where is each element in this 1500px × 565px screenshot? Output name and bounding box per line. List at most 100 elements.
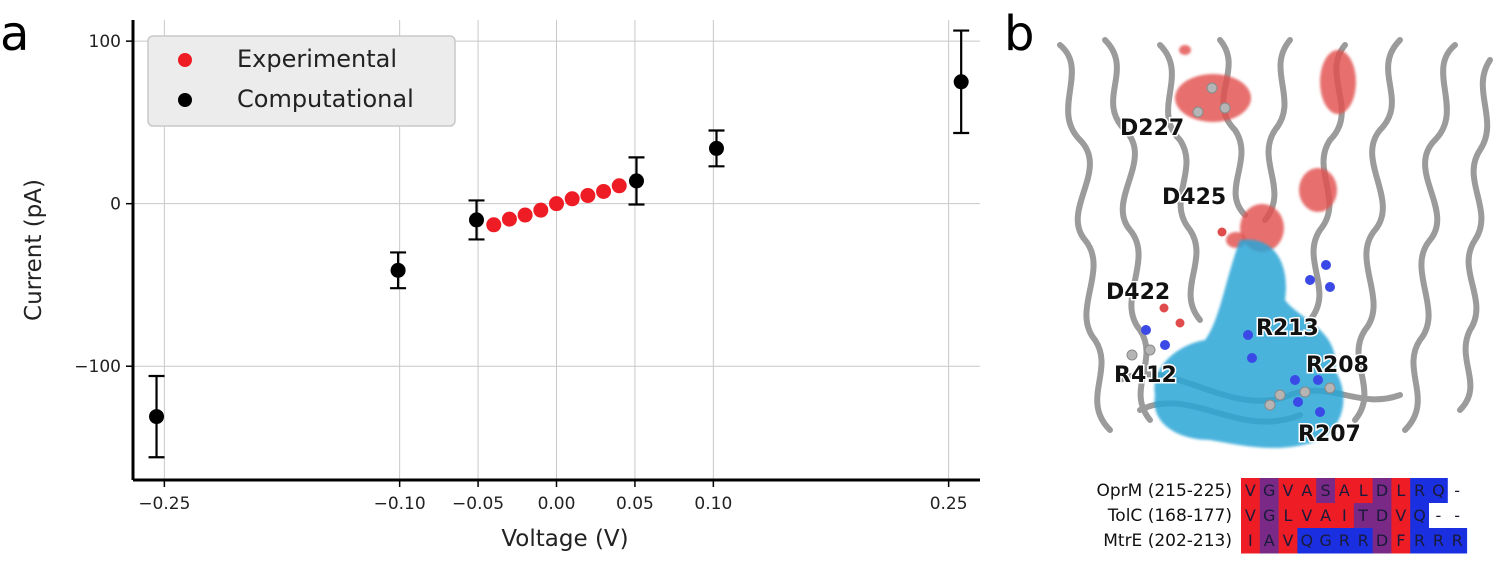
alignment-cell [1335, 478, 1355, 504]
computational-point [953, 74, 969, 90]
alignment-cell [1316, 528, 1336, 554]
alignment-cell [1429, 528, 1449, 554]
alignment-residue: D [1376, 531, 1388, 550]
alignment-residue: - [1454, 506, 1460, 525]
alignment-cell [1410, 503, 1430, 529]
residue-label: D227 [1120, 116, 1184, 141]
alignment-cell [1391, 528, 1411, 554]
experimental-point [533, 202, 549, 218]
experimental-point [611, 178, 627, 194]
alignment-cell [1316, 478, 1336, 504]
experimental-point [486, 217, 502, 233]
experimental-point [580, 188, 596, 204]
alignment-residue: R [1433, 531, 1444, 550]
alignment-residue: V [1283, 531, 1294, 550]
alignment-cell [1241, 503, 1261, 529]
alignment-residue: R [1452, 531, 1463, 550]
alignment-cell [1259, 503, 1280, 529]
alignment-cell [1391, 503, 1411, 529]
experimental-point [517, 207, 533, 223]
alignment-residue: - [1436, 506, 1442, 525]
alignment-cell [1372, 503, 1392, 529]
alignment-residue: L [1396, 481, 1405, 500]
alignment-cell [1259, 478, 1280, 504]
alignment-residue: Q [1301, 531, 1314, 550]
experimental-point [564, 191, 580, 207]
residue-label: D425 [1162, 185, 1226, 210]
alignment-cell [1335, 528, 1355, 554]
legend-experimental-marker [178, 53, 192, 67]
alignment-cell [1410, 478, 1430, 504]
alignment-cell [1297, 528, 1317, 554]
computational-point [390, 262, 406, 278]
computational-point [708, 140, 724, 156]
alignment-cell [1447, 478, 1468, 504]
x-tick-label: −0.10 [374, 494, 426, 514]
alignment-cell [1353, 503, 1374, 529]
residue-label: R207 [1298, 422, 1361, 447]
protein-structure: D227 D425 D422 R213 R208 R412 R207 [1057, 37, 1493, 449]
alignment-residue: V [1245, 481, 1256, 500]
alignment-cell [1297, 503, 1317, 529]
alignment-cell [1353, 478, 1374, 504]
alignment-residue: - [1454, 481, 1460, 500]
basic-density [1154, 239, 1344, 448]
x-tick-label: 0.00 [538, 494, 576, 514]
alignment-residue: V [1283, 481, 1294, 500]
x-tick-label: 0.05 [616, 494, 654, 514]
alignment-row-name: MtrE (202-213) [1103, 531, 1232, 551]
alignment-residue: G [1263, 506, 1275, 525]
alignment-row-name: TolC (168-177) [1107, 506, 1232, 526]
alignment-cell [1335, 503, 1355, 529]
alignment-residue: V [1245, 506, 1256, 525]
legend-experimental-label: Experimental [237, 45, 397, 73]
legend-computational-label: Computational [237, 85, 414, 113]
alignment-cell [1353, 528, 1374, 554]
alignment-residue: G [1263, 481, 1275, 500]
panel-a-label: a [0, 6, 29, 62]
alignment-residue: Q [1413, 506, 1426, 525]
computational-point [149, 409, 165, 425]
alignment-cell [1391, 478, 1411, 504]
tick-labels: −0.25 −0.10 −0.05 0.00 0.05 0.10 0.25 100 0 −100 [74, 32, 967, 514]
sequence-alignment: OprM (215-225) V G V A S A L D L R Q -TolC (168-177)… [1096, 478, 1468, 554]
alignment-residue: L [1359, 481, 1368, 500]
alignment-cell [1241, 478, 1261, 504]
alignment-residue: D [1376, 506, 1388, 525]
legend-box [147, 35, 456, 127]
legend: Experimental Computational [147, 35, 456, 127]
residue-label: R208 [1306, 353, 1369, 378]
alignment-cell [1278, 503, 1298, 529]
alignment-cell [1297, 478, 1317, 504]
alignment-residue: R [1414, 481, 1425, 500]
y-tick-label: 0 [110, 195, 121, 215]
side-chains [1126, 82, 1336, 417]
alignment-residue: I [1342, 506, 1347, 525]
alignment-cell [1372, 528, 1392, 554]
alignment-residue: F [1396, 531, 1405, 550]
residue-label: D422 [1106, 280, 1170, 305]
alignment-cell [1259, 528, 1280, 554]
x-tick-label: −0.25 [138, 494, 190, 514]
experimental-point [549, 196, 564, 212]
alignment-residue: D [1376, 481, 1388, 500]
alignment-residue: R [1358, 531, 1369, 550]
alignment-residue: R [1339, 531, 1350, 550]
computational-point [469, 212, 485, 228]
alignment-cell [1429, 503, 1449, 529]
legend-computational-marker [178, 93, 192, 107]
alignment-cell [1447, 503, 1468, 529]
alignment-residue: A [1264, 531, 1275, 550]
data-points [148, 29, 970, 459]
alignment-residue: I [1248, 531, 1253, 550]
alignment-cell [1429, 478, 1449, 504]
x-tick-label: −0.05 [452, 494, 504, 514]
computational-point [628, 173, 644, 189]
alignment-residue: V [1395, 506, 1406, 525]
alignment-residue: G [1319, 531, 1331, 550]
alignment-cell [1278, 478, 1298, 504]
alignment-cell [1447, 528, 1468, 554]
alignment-residue: R [1414, 531, 1425, 550]
alignment-cell [1241, 528, 1261, 554]
